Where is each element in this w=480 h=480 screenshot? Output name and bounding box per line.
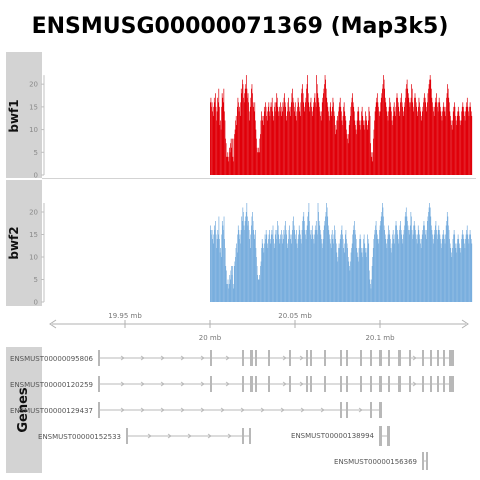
exon bbox=[255, 376, 257, 392]
y-tick-label: 0 bbox=[34, 172, 38, 180]
track-label-bwf2: bwf2 bbox=[7, 226, 21, 259]
exon bbox=[324, 376, 326, 392]
exon bbox=[340, 350, 342, 366]
exon bbox=[242, 350, 244, 366]
y-tick-label: 5 bbox=[34, 149, 38, 157]
exon bbox=[449, 376, 454, 392]
exon bbox=[437, 350, 439, 366]
exon bbox=[324, 350, 326, 366]
exon bbox=[422, 376, 424, 392]
exon bbox=[388, 376, 390, 392]
exon bbox=[98, 350, 100, 366]
exon bbox=[370, 402, 372, 418]
exon bbox=[346, 376, 348, 392]
axis-tick-label: 20 mb bbox=[199, 334, 222, 342]
transcript-label: ENSMUST00000152533 bbox=[38, 433, 121, 441]
exon bbox=[387, 426, 390, 446]
transcript-ENSMUST00000120259[interactable]: ENSMUST00000120259 bbox=[10, 376, 454, 392]
exon bbox=[98, 376, 100, 392]
exon bbox=[340, 402, 342, 418]
exon bbox=[379, 350, 382, 366]
track-bwf2: 0 5 10 15 20 bbox=[29, 203, 472, 307]
exon bbox=[268, 376, 270, 392]
axis-tick-label: 20.05 mb bbox=[278, 312, 312, 320]
exon bbox=[250, 376, 253, 392]
exon bbox=[340, 376, 342, 392]
coverage-bar bbox=[471, 116, 472, 175]
exon bbox=[346, 350, 348, 366]
exon bbox=[398, 376, 401, 392]
exon bbox=[289, 376, 291, 392]
transcript-ENSMUST00000152533[interactable]: ENSMUST00000152533 bbox=[38, 428, 251, 444]
transcript-label: ENSMUST00000095806 bbox=[10, 355, 94, 363]
exon bbox=[360, 350, 362, 366]
exon bbox=[379, 376, 382, 392]
transcript-label: ENSMUST00000129437 bbox=[10, 407, 93, 415]
exon bbox=[360, 376, 362, 392]
exon bbox=[306, 350, 308, 366]
exon bbox=[370, 376, 372, 392]
exon bbox=[306, 376, 308, 392]
exon bbox=[249, 428, 251, 444]
transcript-ENSMUST00000129437[interactable]: ENSMUST00000129437 bbox=[10, 402, 382, 418]
exon bbox=[370, 350, 372, 366]
y-tick-label: 20 bbox=[29, 209, 38, 217]
exon bbox=[398, 350, 401, 366]
exon bbox=[437, 376, 439, 392]
exon bbox=[430, 376, 432, 392]
exon bbox=[409, 350, 411, 366]
axis-tick-label: 19.95 mb bbox=[108, 312, 142, 320]
y-tick-label: 10 bbox=[29, 254, 38, 262]
exon bbox=[426, 452, 428, 470]
y-tick-label: 5 bbox=[34, 276, 38, 284]
exon bbox=[379, 426, 382, 446]
axis-tick-label: 20.1 mb bbox=[365, 334, 395, 342]
transcript-ENSMUST00000138994[interactable]: ENSMUST00000138994 bbox=[291, 426, 390, 446]
exon bbox=[268, 350, 270, 366]
exon bbox=[250, 350, 253, 366]
transcript-label: ENSMUST00000138994 bbox=[291, 432, 375, 440]
y-tick-label: 0 bbox=[34, 299, 38, 307]
exon bbox=[449, 350, 454, 366]
coverage-bar bbox=[471, 244, 472, 303]
y-tick-label: 15 bbox=[29, 103, 38, 111]
exon bbox=[409, 376, 411, 392]
exon bbox=[443, 376, 445, 392]
y-tick-label: 15 bbox=[29, 231, 38, 239]
exon bbox=[210, 350, 212, 366]
exon bbox=[289, 350, 291, 366]
y-tick-label: 20 bbox=[29, 81, 38, 89]
exon bbox=[310, 376, 312, 392]
exon bbox=[346, 402, 348, 418]
exon bbox=[242, 376, 244, 392]
transcript-label: ENSMUST00000120259 bbox=[10, 381, 93, 389]
exon bbox=[310, 350, 312, 366]
exon bbox=[255, 350, 257, 366]
exon bbox=[422, 350, 424, 366]
transcript-ENSMUST00000095806[interactable]: ENSMUST00000095806 bbox=[10, 350, 454, 366]
track-bwf1: 0 5 10 15 20 bbox=[29, 75, 472, 179]
exon bbox=[242, 428, 244, 444]
y-tick-label: 10 bbox=[29, 126, 38, 134]
gene-models: ENSMUST00000095806 bbox=[10, 350, 454, 470]
track-label-bwf1: bwf1 bbox=[7, 99, 21, 132]
exon bbox=[126, 428, 128, 444]
exon bbox=[430, 350, 432, 366]
genome-axis: 19.95 mb 20 mb 20.05 mb 20.1 mb bbox=[50, 312, 468, 342]
exon bbox=[422, 452, 424, 470]
exon bbox=[210, 376, 212, 392]
transcript-label: ENSMUST00000156369 bbox=[334, 458, 417, 466]
exon bbox=[388, 350, 390, 366]
exon bbox=[98, 402, 100, 418]
exon bbox=[379, 402, 382, 418]
exon bbox=[443, 350, 445, 366]
transcript-ENSMUST00000156369[interactable]: ENSMUST00000156369 bbox=[334, 452, 428, 470]
